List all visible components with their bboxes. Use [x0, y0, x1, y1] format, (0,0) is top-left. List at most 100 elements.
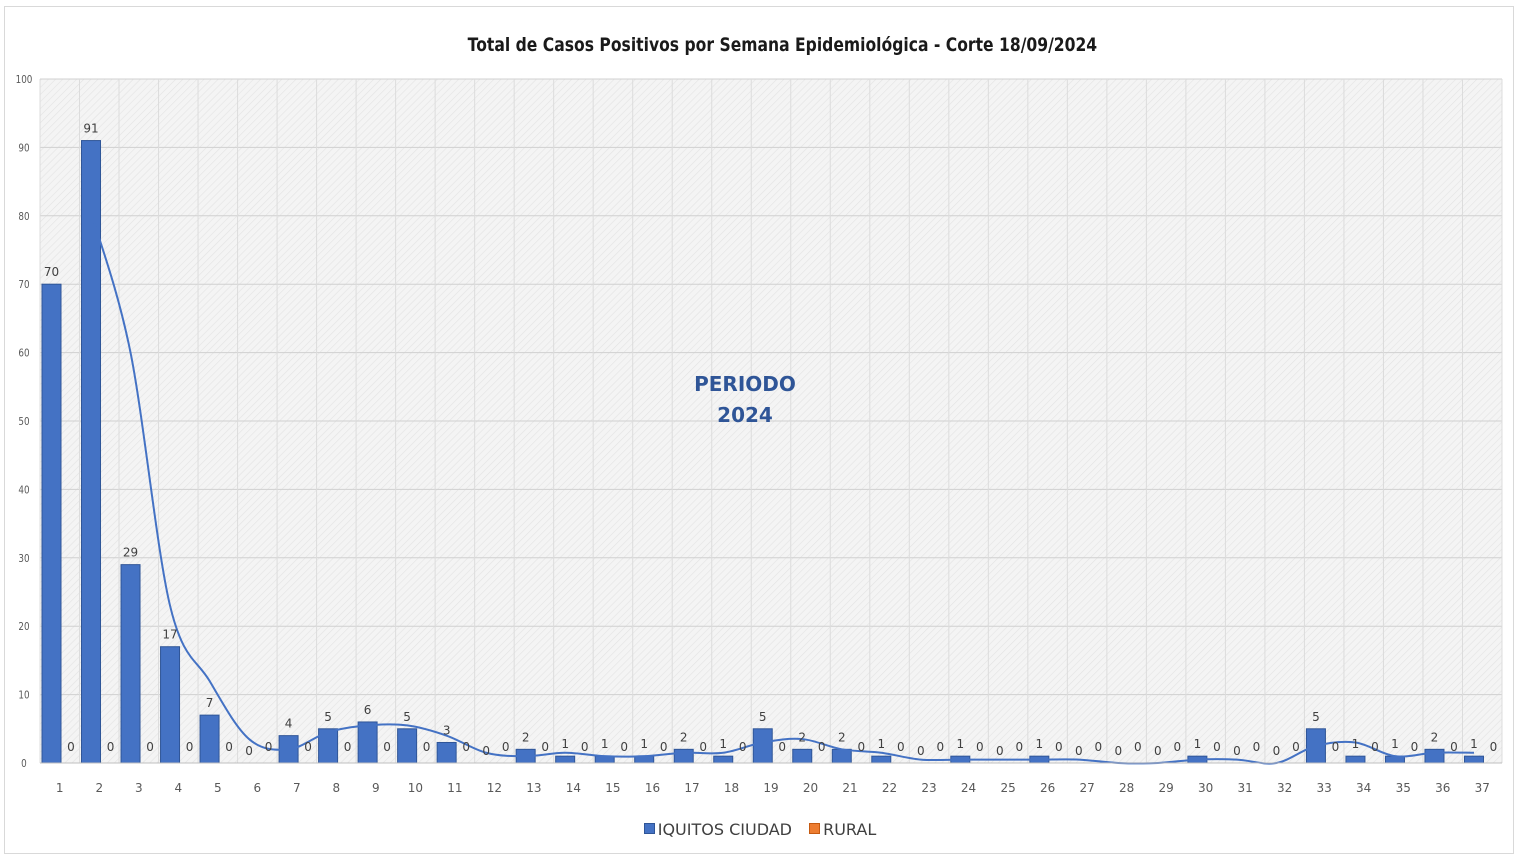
- data-label-rural: 0: [1055, 740, 1063, 754]
- data-label-iquitos: 4: [285, 717, 293, 731]
- x-tick-label: 7: [293, 781, 301, 795]
- bar-iquitos-week-22: [871, 755, 892, 764]
- data-label-iquitos: 0: [1115, 744, 1123, 758]
- x-tick-label: 23: [921, 781, 936, 795]
- data-label-rural: 0: [107, 740, 115, 754]
- bar-iquitos-week-18: [713, 755, 734, 764]
- x-tick-label: 26: [1040, 781, 1055, 795]
- data-label-rural: 0: [1332, 740, 1340, 754]
- data-label-rural: 0: [581, 740, 589, 754]
- bar-iquitos-week-1: [41, 283, 62, 764]
- y-tick-label: 70: [18, 279, 29, 291]
- bar-iquitos-week-37: [1463, 755, 1484, 764]
- data-label-iquitos: 0: [1233, 744, 1241, 758]
- bar-iquitos-week-21: [831, 748, 852, 764]
- x-tick-label: 29: [1158, 781, 1173, 795]
- x-tick-label: 15: [605, 781, 620, 795]
- data-label-iquitos: 0: [1273, 744, 1281, 758]
- data-label-iquitos: 1: [601, 737, 609, 751]
- data-label-rural: 0: [383, 740, 391, 754]
- data-label-iquitos: 1: [1194, 737, 1202, 751]
- legend-label-rural: RURAL: [823, 820, 877, 839]
- data-label-rural: 0: [1292, 740, 1300, 754]
- x-tick-label: 28: [1119, 781, 1134, 795]
- bar-iquitos-week-14: [555, 755, 576, 764]
- data-label-iquitos: 1: [1352, 737, 1360, 751]
- data-label-rural: 0: [620, 740, 628, 754]
- data-label-iquitos: 0: [482, 744, 490, 758]
- y-tick-label: 50: [18, 416, 29, 428]
- x-tick-label: 17: [684, 781, 699, 795]
- data-label-iquitos: 2: [798, 730, 806, 744]
- bar-iquitos-week-36: [1424, 748, 1445, 764]
- bar-iquitos-week-19: [752, 728, 773, 764]
- data-label-rural: 0: [265, 740, 273, 754]
- data-label-iquitos: 5: [759, 710, 767, 724]
- data-label-rural: 0: [897, 740, 905, 754]
- trendline-moving-average: [90, 212, 1474, 765]
- data-label-rural: 0: [67, 740, 75, 754]
- data-label-rural: 0: [1371, 740, 1379, 754]
- period-annotation: PERIODO 2024: [694, 372, 796, 427]
- x-tick-label: 37: [1475, 781, 1490, 795]
- data-label-rural: 0: [304, 740, 312, 754]
- legend-item-rural: RURAL: [809, 820, 876, 839]
- x-tick-label: 14: [566, 781, 581, 795]
- data-label-iquitos: 1: [561, 737, 569, 751]
- data-label-rural: 0: [778, 740, 786, 754]
- legend-label-iquitos: IQUITOS CIUDAD: [657, 820, 792, 839]
- x-tick-label: 5: [214, 781, 222, 795]
- annotation-line: 2024: [717, 403, 773, 427]
- y-tick-label: 30: [18, 553, 29, 565]
- data-label-rural: 0: [1095, 740, 1103, 754]
- bar-iquitos-week-4: [160, 646, 181, 764]
- data-label-iquitos: 2: [680, 730, 688, 744]
- bar-iquitos-week-34: [1345, 755, 1366, 764]
- x-tick-label: 16: [645, 781, 660, 795]
- data-label-rural: 0: [1174, 740, 1182, 754]
- data-label-rural: 0: [1134, 740, 1142, 754]
- data-label-iquitos: 2: [838, 730, 846, 744]
- x-tick-label: 25: [1000, 781, 1015, 795]
- x-tick-label: 27: [1079, 781, 1094, 795]
- data-label-iquitos: 1: [1036, 737, 1044, 751]
- y-tick-label: 90: [18, 143, 29, 155]
- data-label-iquitos: 2: [1431, 730, 1439, 744]
- data-label-iquitos: 91: [83, 122, 98, 136]
- data-label-iquitos: 5: [324, 710, 332, 724]
- data-label-iquitos: 29: [123, 546, 138, 560]
- legend-item-iquitos: IQUITOS CIUDAD: [643, 820, 792, 839]
- data-label-rural: 0: [1411, 740, 1419, 754]
- data-label-rural: 0: [541, 740, 549, 754]
- data-label-iquitos: 1: [640, 737, 648, 751]
- x-tick-label: 20: [803, 781, 818, 795]
- x-tick-label: 4: [174, 781, 182, 795]
- data-label-rural: 0: [423, 740, 431, 754]
- data-label-iquitos: 17: [162, 628, 177, 642]
- x-tick-label: 2: [95, 781, 103, 795]
- y-tick-label: 10: [18, 690, 29, 702]
- x-tick-label: 31: [1238, 781, 1253, 795]
- x-tick-label: 18: [724, 781, 739, 795]
- bar-iquitos-week-10: [397, 728, 418, 764]
- y-tick-label: 60: [18, 348, 29, 360]
- x-tick-label: 35: [1396, 781, 1411, 795]
- x-tick-label: 33: [1317, 781, 1332, 795]
- data-label-rural: 0: [146, 740, 154, 754]
- bar-iquitos-week-3: [120, 564, 141, 764]
- data-label-rural: 0: [818, 740, 826, 754]
- data-label-rural: 0: [1253, 740, 1261, 754]
- bar-iquitos-week-17: [673, 748, 694, 764]
- data-label-iquitos: 1: [719, 737, 727, 751]
- data-label-iquitos: 70: [44, 265, 59, 279]
- data-label-iquitos: 0: [917, 744, 925, 758]
- data-label-iquitos: 1: [956, 737, 964, 751]
- x-tick-label: 21: [842, 781, 857, 795]
- data-label-iquitos: 1: [877, 737, 885, 751]
- data-label-rural: 0: [225, 740, 233, 754]
- data-label-rural: 0: [344, 740, 352, 754]
- data-label-rural: 0: [1490, 740, 1498, 754]
- x-tick-label: 22: [882, 781, 897, 795]
- data-label-rural: 0: [660, 740, 668, 754]
- data-label-iquitos: 5: [403, 710, 411, 724]
